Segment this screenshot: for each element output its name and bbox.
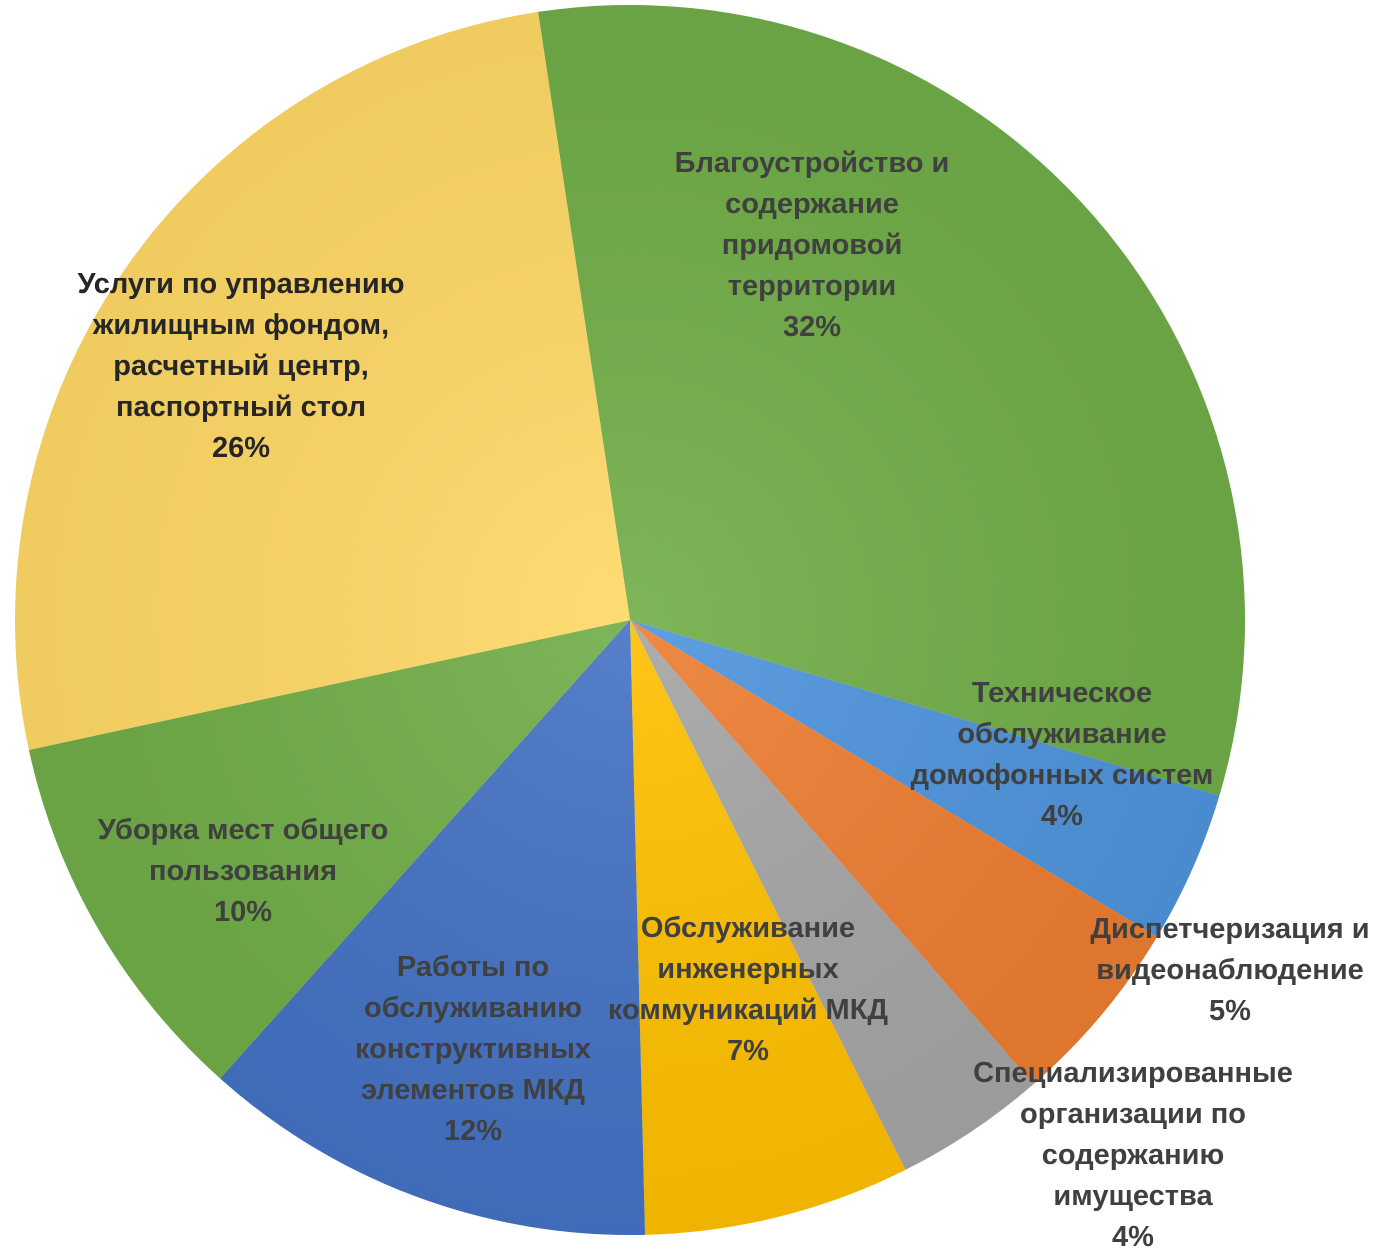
- slice-label-line: пользования: [149, 855, 337, 887]
- slice-label-line: Работы по: [397, 951, 549, 983]
- slice-percent-label: 4%: [1041, 800, 1083, 832]
- slice-label-3: Специализированные организации по содержан…: [973, 1057, 1293, 1249]
- slice-label-1: Техническое обслуживание домофонных систем…: [911, 677, 1214, 832]
- slice-label-line: конструктивных: [355, 1033, 591, 1065]
- slice-label-line: Благоустройство и: [675, 147, 950, 179]
- slice-percent-label: 26%: [212, 432, 270, 464]
- slice-label-line: Услуги по управлению: [78, 268, 405, 300]
- slice-label-line: организации по: [1020, 1098, 1246, 1130]
- slice-label-line: обслуживание: [957, 718, 1166, 750]
- slice-label-7: Услуги по управлению жилищным фондом, расч…: [78, 268, 405, 464]
- slice-percent-label: 12%: [444, 1115, 502, 1147]
- slice-label-2: Диспетчеризация и видеонаблюдение 5%: [1090, 913, 1369, 1027]
- slice-label-line: видеонаблюдение: [1096, 954, 1364, 986]
- slice-label-line: домофонных систем: [911, 759, 1214, 791]
- slice-label-line: коммуникаций МКД: [608, 994, 888, 1026]
- pie-labels: Благоустройство и содержание придомовой тер…: [78, 147, 1370, 1249]
- slice-label-line: паспортный стол: [116, 391, 366, 423]
- slice-label-line: имущества: [1053, 1180, 1213, 1212]
- slice-label-line: содержание: [725, 188, 899, 220]
- slice-label-line: обслуживанию: [364, 992, 582, 1024]
- slice-label-line: Специализированные: [973, 1057, 1293, 1089]
- slice-percent-label: 7%: [727, 1035, 769, 1067]
- slice-label-line: Диспетчеризация и: [1090, 913, 1369, 945]
- slice-label-line: Обслуживание: [641, 912, 855, 944]
- slice-percent-label: 5%: [1209, 995, 1251, 1027]
- slice-label-6: Уборка мест общего пользования 10%: [98, 814, 389, 928]
- slice-label-line: Уборка мест общего: [98, 814, 389, 846]
- slice-label-line: придомовой: [722, 229, 903, 261]
- slice-label-line: Техническое: [972, 677, 1152, 709]
- pie-slices: [15, 4, 1246, 1236]
- slice-label-line: содержанию: [1042, 1139, 1224, 1171]
- slice-percent-label: 10%: [214, 896, 272, 928]
- slice-label-0: Благоустройство и содержание придомовой тер…: [675, 147, 950, 343]
- slice-label-line: расчетный центр,: [113, 350, 369, 382]
- slice-percent-label: 32%: [783, 311, 841, 343]
- slice-label-5: Работы по обслуживанию конструктивных элеме…: [355, 951, 591, 1147]
- slice-label-4: Обслуживание инженерных коммуникаций МКД 7%: [608, 912, 888, 1067]
- slice-label-line: инженерных: [657, 953, 838, 985]
- slice-label-line: элементов МКД: [361, 1074, 585, 1106]
- slice-label-line: жилищным фондом,: [92, 309, 389, 341]
- slice-percent-label: 4%: [1112, 1221, 1154, 1249]
- slice-label-line: территории: [728, 270, 897, 302]
